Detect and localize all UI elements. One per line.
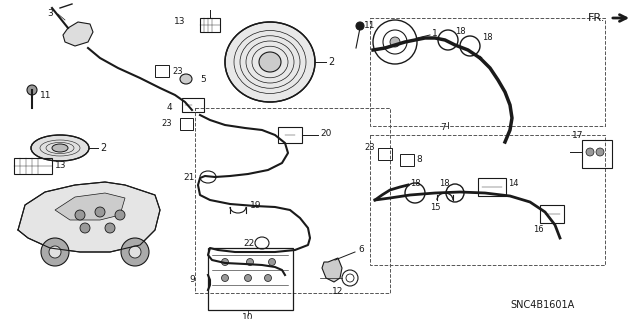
Text: 5: 5 bbox=[200, 75, 205, 84]
Text: SNC4B1601A: SNC4B1601A bbox=[510, 300, 574, 310]
Bar bbox=[378, 148, 392, 160]
Text: 7: 7 bbox=[440, 123, 445, 132]
Bar bbox=[370, 18, 605, 126]
Text: 23: 23 bbox=[364, 144, 375, 152]
Circle shape bbox=[105, 223, 115, 233]
Text: 20: 20 bbox=[320, 129, 332, 137]
Text: 15: 15 bbox=[430, 203, 440, 211]
Circle shape bbox=[221, 258, 228, 265]
Circle shape bbox=[586, 148, 594, 156]
Polygon shape bbox=[322, 258, 342, 282]
Circle shape bbox=[129, 246, 141, 258]
Bar bbox=[582, 140, 612, 168]
Text: 12: 12 bbox=[332, 287, 344, 296]
Ellipse shape bbox=[225, 22, 315, 102]
Circle shape bbox=[269, 258, 275, 265]
Text: FR.: FR. bbox=[588, 13, 605, 23]
Text: 18: 18 bbox=[410, 180, 420, 189]
Bar bbox=[155, 65, 169, 77]
Text: 4: 4 bbox=[166, 103, 172, 113]
Ellipse shape bbox=[180, 74, 192, 84]
Bar bbox=[278, 127, 302, 143]
Bar bbox=[180, 118, 193, 130]
Circle shape bbox=[121, 238, 149, 266]
Text: 18: 18 bbox=[482, 33, 493, 42]
Text: 2: 2 bbox=[100, 143, 106, 153]
Text: 17: 17 bbox=[572, 131, 584, 140]
Ellipse shape bbox=[31, 135, 89, 161]
Text: 23: 23 bbox=[161, 120, 172, 129]
Text: 13: 13 bbox=[173, 18, 185, 26]
Bar bbox=[182, 98, 204, 112]
Text: 10: 10 bbox=[243, 314, 253, 319]
Text: 6: 6 bbox=[358, 246, 364, 255]
Circle shape bbox=[596, 148, 604, 156]
Text: 13: 13 bbox=[55, 161, 67, 170]
Text: 1: 1 bbox=[432, 28, 438, 38]
Circle shape bbox=[115, 210, 125, 220]
Text: 18: 18 bbox=[455, 27, 466, 36]
Text: 21: 21 bbox=[184, 173, 195, 182]
Text: 19: 19 bbox=[250, 201, 262, 210]
Polygon shape bbox=[18, 182, 160, 252]
Circle shape bbox=[246, 258, 253, 265]
Text: 23: 23 bbox=[172, 66, 182, 76]
Bar bbox=[195, 108, 390, 293]
Text: 2: 2 bbox=[328, 57, 334, 67]
Circle shape bbox=[49, 246, 61, 258]
Ellipse shape bbox=[259, 52, 281, 72]
Text: 14: 14 bbox=[508, 179, 518, 188]
Circle shape bbox=[390, 37, 400, 47]
Ellipse shape bbox=[52, 144, 68, 152]
Text: 8: 8 bbox=[416, 155, 422, 165]
Circle shape bbox=[80, 223, 90, 233]
Text: 11: 11 bbox=[364, 20, 376, 29]
Text: 3: 3 bbox=[47, 10, 52, 19]
Circle shape bbox=[41, 238, 69, 266]
Circle shape bbox=[221, 275, 228, 281]
Circle shape bbox=[356, 22, 364, 30]
Text: 22: 22 bbox=[244, 239, 255, 248]
Bar bbox=[540, 205, 564, 223]
Text: 16: 16 bbox=[532, 226, 543, 234]
Bar bbox=[478, 178, 506, 196]
Circle shape bbox=[95, 207, 105, 217]
Bar bbox=[14, 158, 52, 174]
Text: 9: 9 bbox=[189, 276, 195, 285]
Circle shape bbox=[75, 210, 85, 220]
Circle shape bbox=[244, 275, 252, 281]
Circle shape bbox=[27, 85, 37, 95]
Bar bbox=[200, 18, 220, 32]
Bar bbox=[208, 248, 293, 310]
Polygon shape bbox=[55, 193, 125, 220]
Bar bbox=[400, 154, 414, 166]
Bar bbox=[370, 135, 605, 265]
Text: 18: 18 bbox=[440, 180, 450, 189]
Polygon shape bbox=[63, 22, 93, 46]
Text: 11: 11 bbox=[40, 92, 51, 100]
Circle shape bbox=[264, 275, 271, 281]
